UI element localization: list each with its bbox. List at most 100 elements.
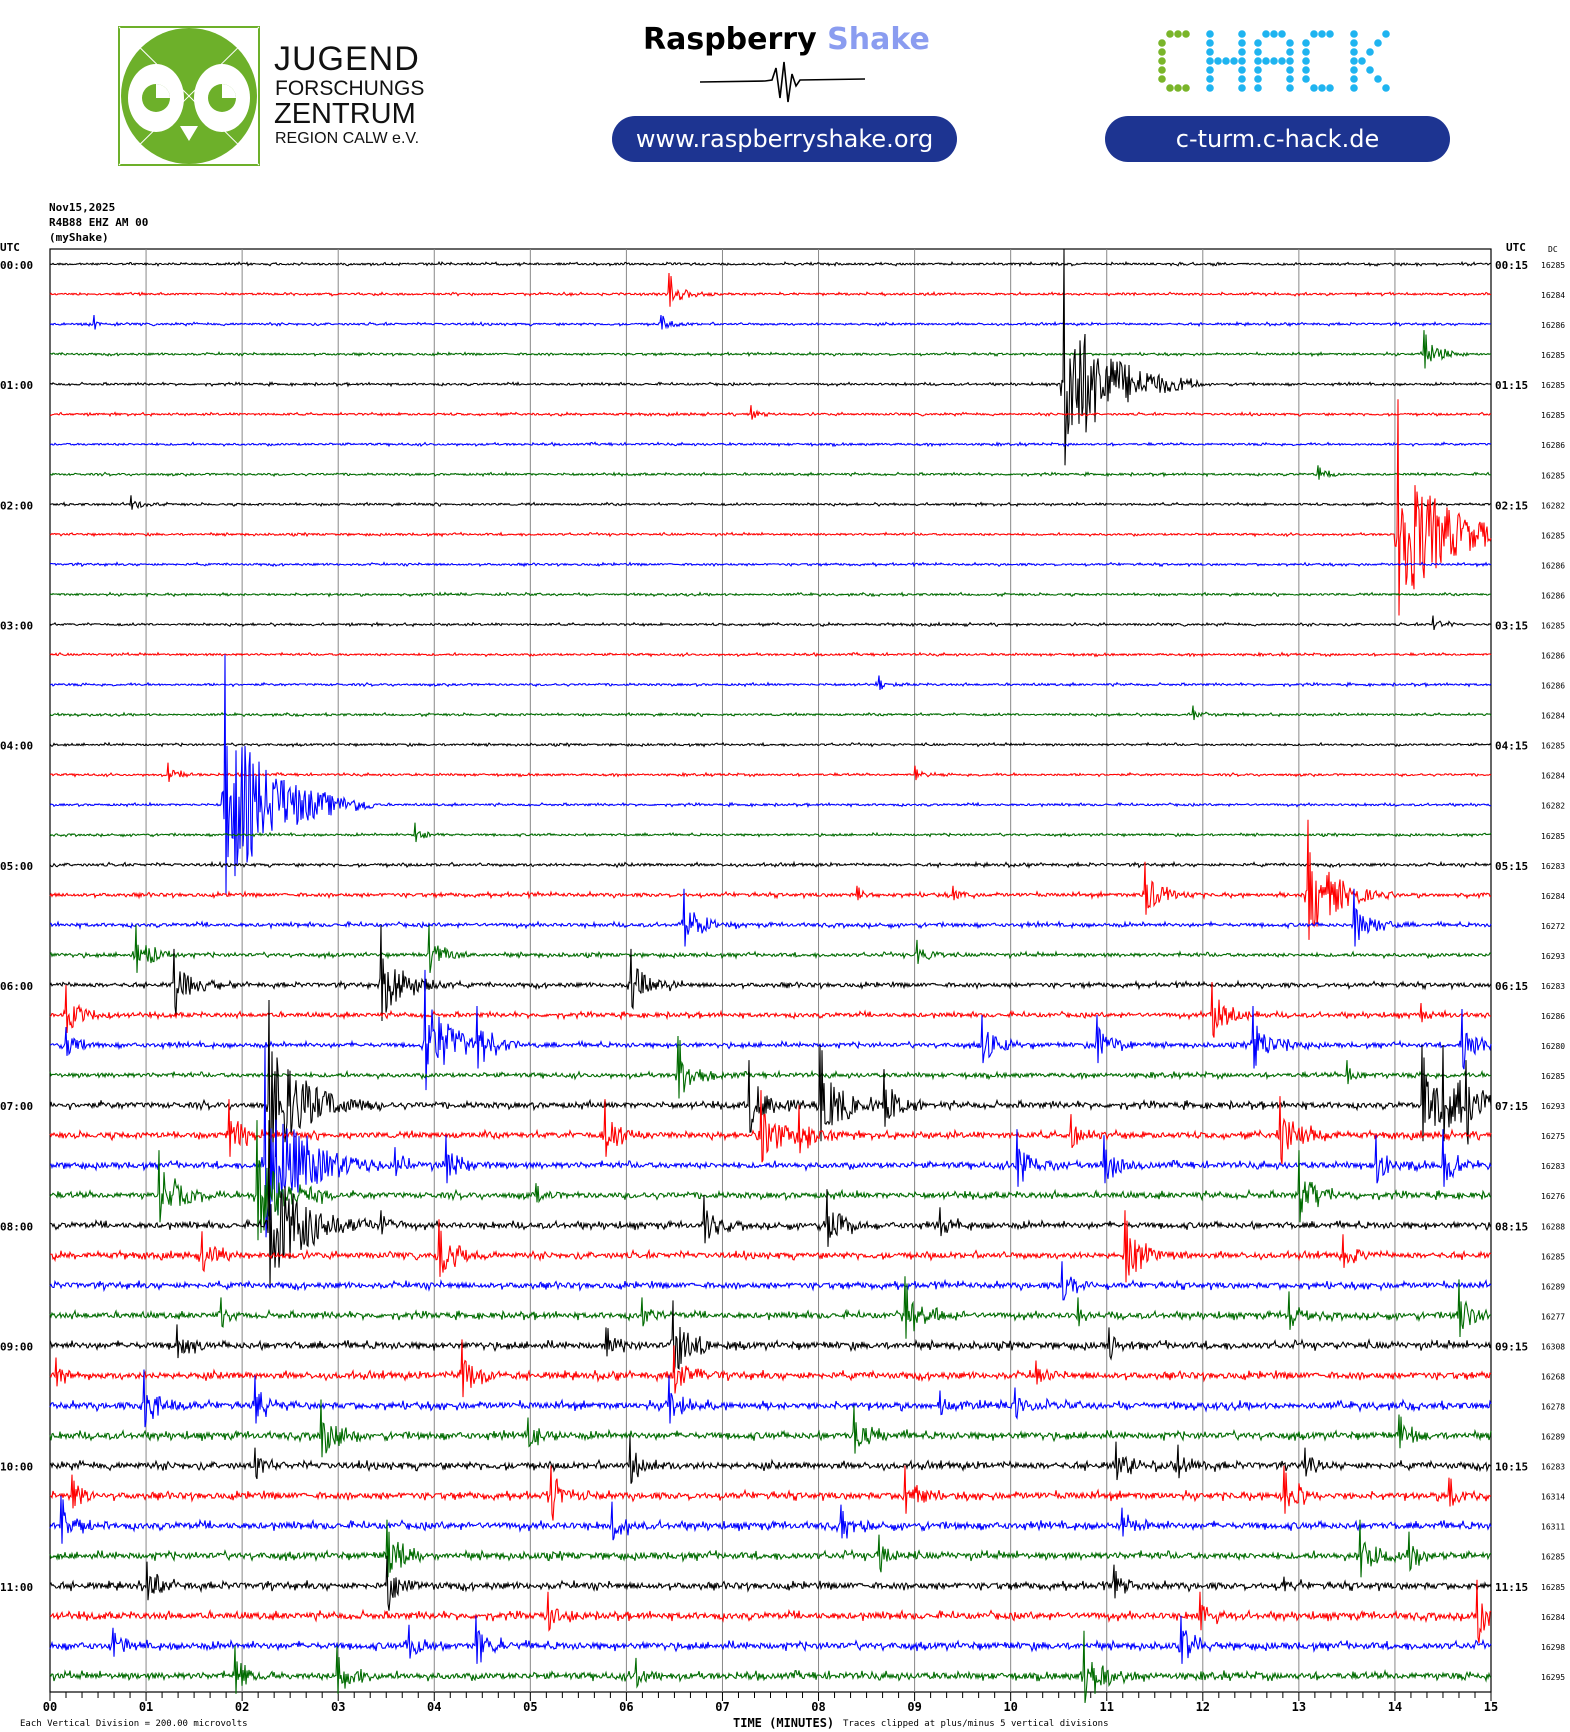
seismic-trace	[49, 465, 1491, 480]
chack-dot	[1318, 84, 1326, 92]
chack-dot	[1254, 84, 1262, 92]
dc-value: 16298	[1541, 1643, 1565, 1652]
seismic-trace	[49, 1399, 1492, 1458]
chack-dot	[1238, 84, 1246, 92]
chack-dot	[1350, 57, 1358, 65]
x-tick-label: 06	[619, 1700, 633, 1714]
seismic-trace	[49, 969, 1492, 1091]
chack-dot	[1326, 30, 1334, 38]
rs-word1: Raspberry	[643, 22, 817, 57]
dc-value: 16284	[1541, 772, 1565, 781]
chack-dot	[1214, 57, 1222, 65]
chack-dot	[1254, 48, 1262, 56]
seismic-trace	[49, 1090, 1492, 1165]
dc-value: 16285	[1541, 471, 1565, 480]
left-utc-title: UTC	[0, 241, 20, 254]
dc-value: 16284	[1541, 1613, 1565, 1622]
right-hour-label: 00:15	[1495, 259, 1528, 272]
chack-dot	[1350, 84, 1358, 92]
right-hour-label: 09:15	[1495, 1340, 1528, 1353]
dc-value: 16283	[1541, 982, 1565, 991]
chack-dot	[1350, 66, 1358, 74]
seismic-trace	[49, 1210, 1492, 1283]
jfz-line1: JUGEND	[274, 40, 420, 78]
chack-dot	[1238, 66, 1246, 74]
clip-note: Traces clipped at plus/minus 5 vertical …	[843, 1719, 1109, 1729]
dc-value: 16311	[1541, 1523, 1565, 1532]
x-tick-label: 15	[1484, 1700, 1498, 1714]
chack-dot	[1286, 57, 1294, 65]
right-hour-label: 08:15	[1495, 1220, 1528, 1233]
chack-dot	[1166, 30, 1174, 38]
left-hour-label: 02:00	[0, 499, 33, 512]
chack-dot	[1174, 30, 1182, 38]
dc-value: 16268	[1541, 1372, 1565, 1381]
dc-value: 16285	[1541, 531, 1565, 540]
seismic-trace	[49, 1615, 1492, 1664]
chack-dot	[1182, 30, 1190, 38]
chack-dot	[1158, 66, 1166, 74]
chack-dot	[1238, 39, 1246, 47]
chack-dot	[1350, 48, 1358, 56]
chack-dot	[1206, 30, 1214, 38]
seismic-trace	[49, 1261, 1492, 1301]
chack-logo	[1158, 30, 1390, 92]
dc-title: DC	[1548, 245, 1558, 254]
dc-value: 16314	[1541, 1493, 1565, 1502]
chack-dot	[1326, 84, 1334, 92]
raspberryshake-link[interactable]: www.raspberryshake.org	[612, 116, 957, 162]
right-hour-label: 01:15	[1495, 379, 1528, 392]
left-hour-label: 09:00	[0, 1340, 33, 1353]
seismic-trace	[49, 1519, 1492, 1578]
dc-value: 16285	[1541, 1553, 1565, 1562]
x-tick-label: 13	[1292, 1700, 1306, 1714]
dc-value: 16286	[1541, 561, 1565, 570]
dc-value: 16285	[1541, 1252, 1565, 1261]
dc-value: 16286	[1541, 591, 1565, 600]
chack-dot	[1310, 84, 1318, 92]
seismic-trace	[49, 860, 1492, 869]
right-hour-label: 11:15	[1495, 1581, 1528, 1594]
dc-value: 16275	[1541, 1132, 1565, 1141]
owl-icon	[118, 26, 260, 166]
dc-value: 16277	[1541, 1312, 1565, 1321]
chack-dot	[1302, 66, 1310, 74]
chack-link[interactable]: c-turm.c-hack.de	[1105, 116, 1450, 162]
x-tick-label: 11	[1100, 1700, 1114, 1714]
chack-dot	[1230, 57, 1238, 65]
chack-dot	[1262, 30, 1270, 38]
right-utc-title: UTC	[1506, 241, 1526, 254]
dc-value: 16289	[1541, 1282, 1565, 1291]
seismic-trace	[49, 924, 1492, 973]
dc-value: 16286	[1541, 441, 1565, 450]
seismic-trace	[49, 1339, 1492, 1398]
right-hour-label: 02:15	[1495, 499, 1528, 512]
chack-dot	[1318, 30, 1326, 38]
chack-dot	[1206, 57, 1214, 65]
chack-dot	[1222, 57, 1230, 65]
dc-value: 16286	[1541, 652, 1565, 661]
seismic-trace	[49, 675, 1492, 691]
chack-dot	[1158, 48, 1166, 56]
seismic-wave-icon	[700, 61, 865, 103]
dc-value: 16285	[1541, 261, 1565, 270]
seismic-trace	[49, 561, 1492, 568]
left-hour-label: 08:00	[0, 1220, 33, 1233]
x-tick-label: 14	[1388, 1700, 1402, 1714]
chack-dot	[1206, 48, 1214, 56]
x-tick-label: 07	[715, 1700, 729, 1714]
left-hour-label: 00:00	[0, 259, 33, 272]
dc-value: 16284	[1541, 291, 1565, 300]
dc-value: 16308	[1541, 1342, 1565, 1351]
x-tick-label: 10	[1003, 1700, 1017, 1714]
chack-dot	[1262, 57, 1270, 65]
seismic-trace	[49, 924, 1492, 1022]
plot-frame	[49, 248, 1492, 1693]
dc-value: 16286	[1541, 321, 1565, 330]
dc-value: 16289	[1541, 1433, 1565, 1442]
dc-value: 16283	[1541, 1162, 1565, 1171]
dc-value: 16293	[1541, 952, 1565, 961]
dc-value: 16288	[1541, 1222, 1565, 1231]
